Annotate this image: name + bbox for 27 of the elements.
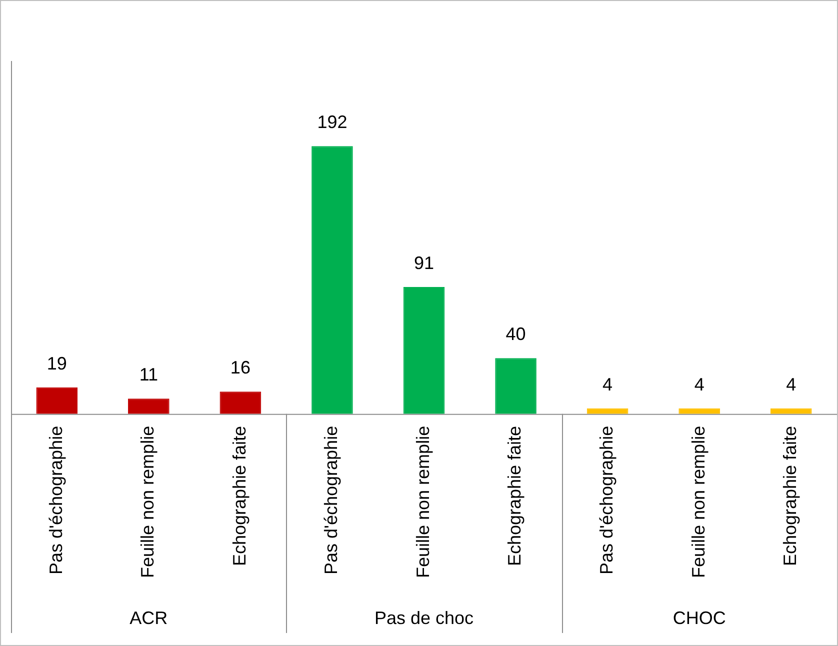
data-label: 40 [506,324,526,344]
x-tick-label: Pas d'échographie [321,426,342,574]
bar [495,358,536,414]
data-label: 4 [602,374,613,394]
bar [403,286,445,414]
data-label: 19 [46,353,67,374]
bar [36,387,78,414]
x-tick-label: Echographie faite [780,426,800,566]
bar [312,146,353,414]
x-tick-label: Feuille non remplie [138,426,158,578]
data-label: 11 [139,364,158,385]
data-label: 91 [414,252,434,273]
data-label: 4 [786,374,796,394]
text: CHOC [672,608,726,628]
x-tick-label: Feuille non remplie [412,426,433,578]
data-label: 16 [230,358,250,378]
text: Pas de choc [374,608,474,628]
data-label: 4 [694,374,704,394]
text: ACR [130,608,168,628]
x-tick-label: Pas d'échographie [46,426,66,574]
data-label: 192 [317,112,348,132]
x-tick-label: Feuille non remplie [688,426,708,578]
x-tick-label: Pas d'échographie [596,426,617,574]
x-tick-label: Echographie faite [504,426,525,566]
bar [128,398,170,414]
bar [220,392,262,414]
x-tick-label: Echographie faite [229,426,250,566]
